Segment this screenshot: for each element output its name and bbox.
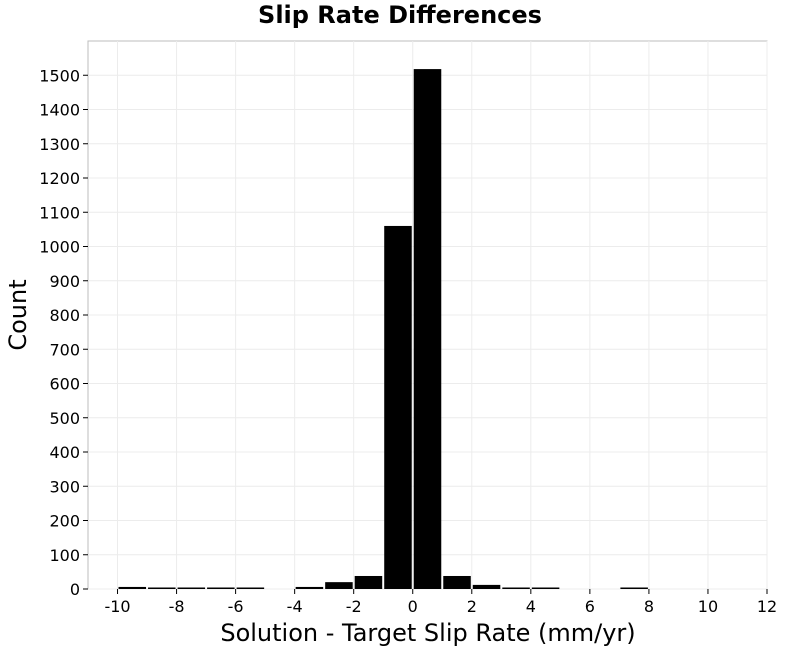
histogram-bar	[236, 587, 265, 589]
x-axis-label: Solution - Target Slip Rate (mm/yr)	[220, 619, 635, 647]
histogram-bar	[531, 587, 560, 589]
y-tick-label: 200	[49, 512, 80, 531]
y-tick-label: 0	[70, 580, 80, 599]
histogram-bar	[177, 587, 206, 589]
x-tick-label: -6	[228, 597, 244, 616]
x-tick-label: 12	[757, 597, 777, 616]
histogram-bar	[413, 69, 442, 589]
x-tick-label: 0	[408, 597, 418, 616]
histogram-bar	[472, 584, 501, 589]
y-tick-label: 1200	[39, 169, 80, 188]
histogram-bar	[502, 587, 530, 589]
histogram-bar	[443, 575, 471, 589]
histogram-bar	[118, 586, 147, 589]
y-tick-label: 500	[49, 409, 80, 428]
y-tick-label: 300	[49, 477, 80, 496]
y-tick-label: 400	[49, 443, 80, 462]
x-tick-label: -2	[346, 597, 362, 616]
x-tick-label: 8	[644, 597, 654, 616]
y-tick-label: 600	[49, 375, 80, 394]
y-tick-label: 100	[49, 546, 80, 565]
histogram-bar	[620, 587, 648, 589]
histogram-bars	[118, 69, 648, 589]
x-tick-label: 2	[467, 597, 477, 616]
histogram-bar	[384, 225, 412, 589]
y-tick-label: 1500	[39, 66, 80, 85]
x-tick-label: 4	[526, 597, 536, 616]
x-axis-ticks: -10 -8 -6 -4 -2 0 2 4 6 8 10 12	[104, 589, 777, 616]
histogram-bar	[148, 587, 176, 589]
x-tick-label: -10	[104, 597, 130, 616]
y-tick-label: 1400	[39, 101, 80, 120]
y-axis-label: Count	[4, 279, 32, 350]
chart-title: Slip Rate Differences	[258, 1, 542, 29]
y-tick-label: 1000	[39, 238, 80, 257]
y-tick-label: 1300	[39, 135, 80, 154]
x-tick-label: -4	[287, 597, 303, 616]
y-tick-label: 800	[49, 306, 80, 325]
x-tick-label: 6	[585, 597, 595, 616]
y-tick-label: 1100	[39, 203, 80, 222]
y-tick-label: 900	[49, 272, 80, 291]
histogram-bar	[207, 587, 235, 589]
histogram-bar	[295, 586, 324, 589]
y-tick-label: 700	[49, 340, 80, 359]
x-tick-label: 10	[698, 597, 718, 616]
histogram-bar	[354, 575, 383, 589]
histogram-bar	[325, 582, 353, 589]
x-tick-label: -8	[169, 597, 185, 616]
y-axis-ticks: 0 100 200 300 400 500 600 700 800 900 1000 1100 1200…	[39, 66, 88, 599]
